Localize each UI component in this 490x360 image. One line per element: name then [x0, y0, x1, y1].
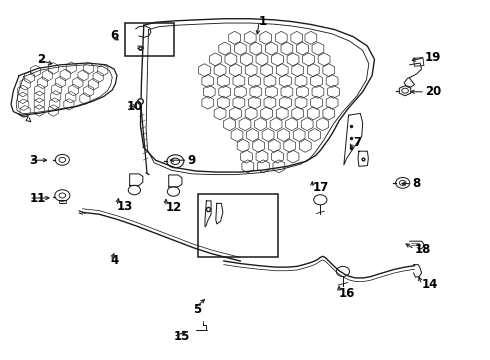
Text: 9: 9 [188, 154, 196, 167]
Text: 15: 15 [173, 330, 190, 343]
Text: 11: 11 [29, 192, 46, 204]
Text: 20: 20 [425, 85, 441, 98]
Bar [198, 194, 278, 257]
Text: 1: 1 [259, 15, 267, 28]
Text: 12: 12 [166, 201, 182, 213]
Text: 8: 8 [412, 177, 420, 190]
Bar [125, 23, 174, 56]
Text: 3: 3 [29, 154, 38, 167]
Text: 14: 14 [422, 278, 439, 291]
Text: 17: 17 [312, 181, 329, 194]
Text: 19: 19 [425, 51, 441, 64]
Text: 18: 18 [415, 243, 431, 256]
Text: 7: 7 [353, 136, 362, 149]
Text: 4: 4 [111, 255, 119, 267]
Text: 5: 5 [193, 303, 201, 316]
Text: 2: 2 [37, 53, 45, 66]
Text: 13: 13 [117, 200, 133, 213]
Text: 16: 16 [339, 287, 356, 300]
Text: 10: 10 [126, 100, 143, 113]
Text: 6: 6 [110, 29, 118, 42]
